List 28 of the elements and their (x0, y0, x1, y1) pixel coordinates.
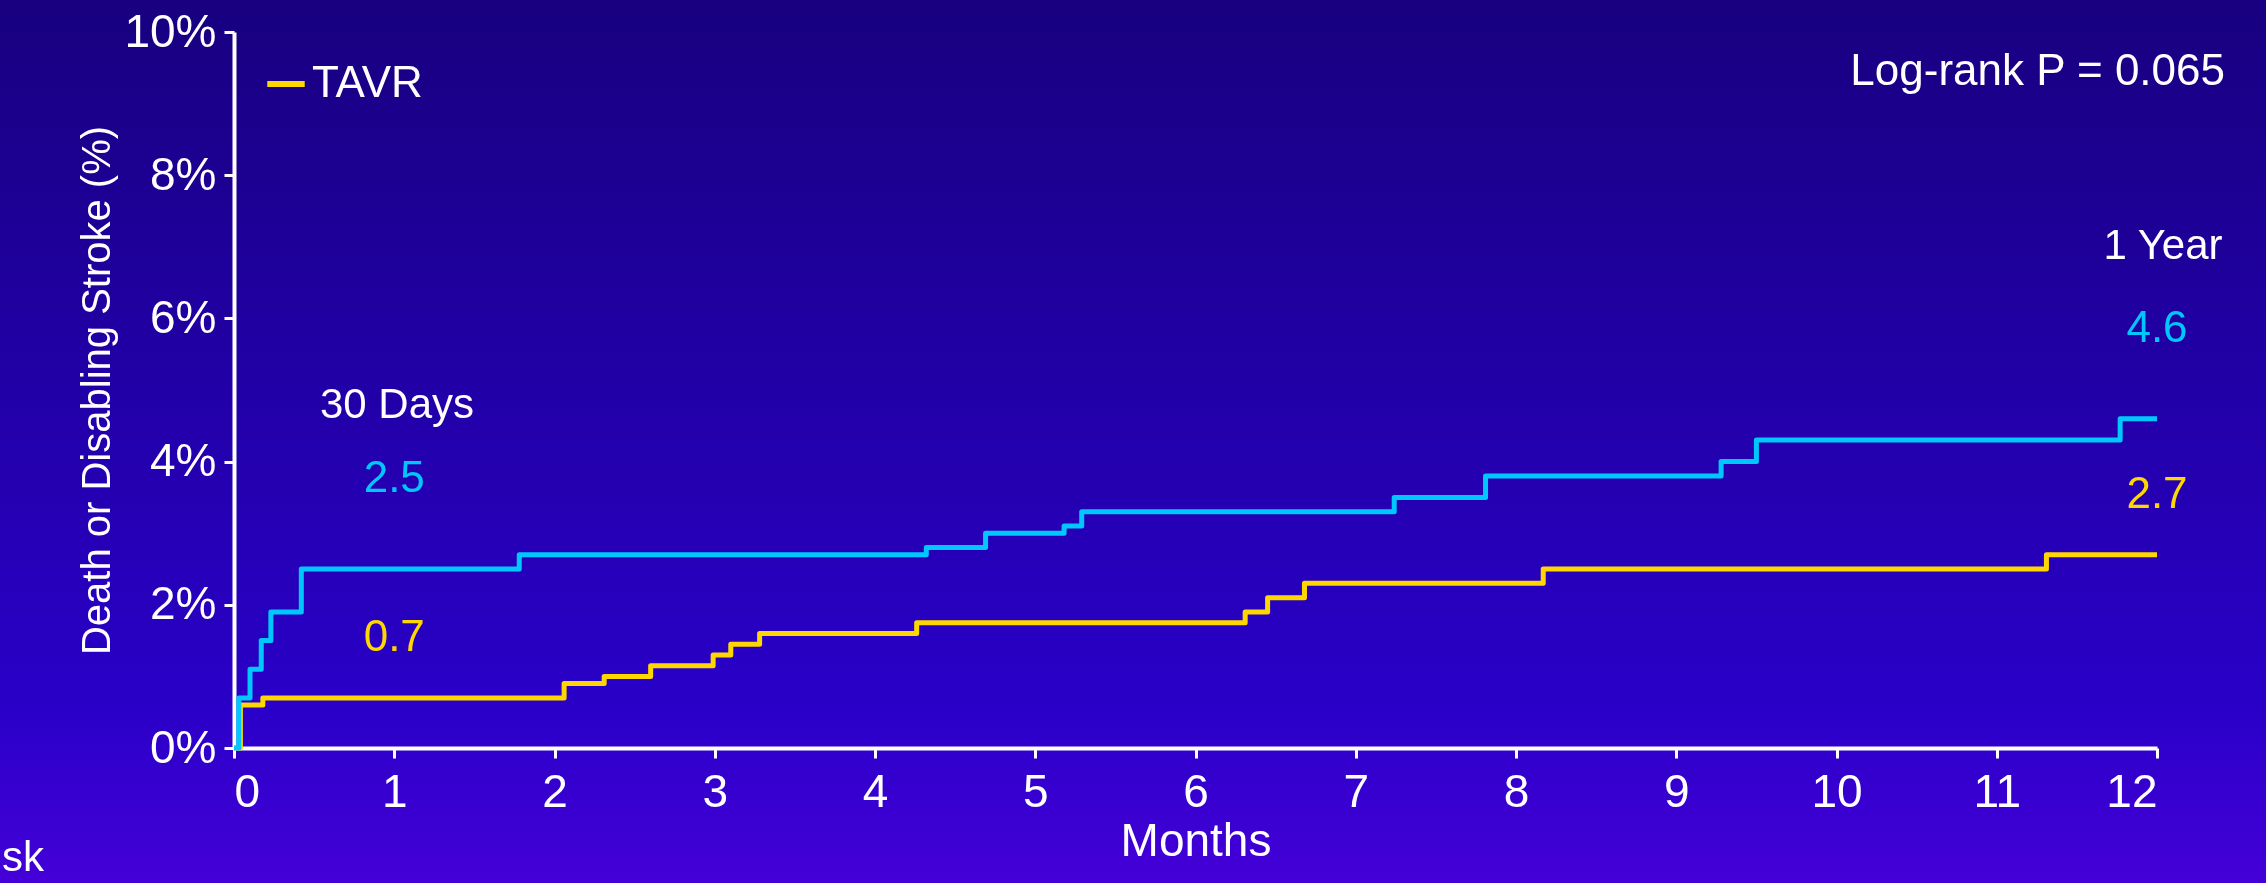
data-label: 4.6 (2126, 301, 2188, 351)
data-label: 0.7 (363, 610, 425, 660)
x-tick-label: 4 (862, 764, 889, 817)
x-tick-label: 11 (1973, 764, 2022, 817)
x-tick-label: 8 (1503, 764, 1530, 817)
y-tick-label: 2% (150, 577, 217, 630)
x-tick-label: 0 (234, 764, 261, 817)
y-tick-label: 8% (150, 147, 217, 200)
legend-label: TAVR (312, 57, 423, 106)
y-tick-label: 6% (150, 290, 217, 343)
y-tick-label: 0% (150, 720, 217, 773)
y-axis-title: Death or Disabling Stroke (%) (74, 125, 119, 656)
x-tick-label: 1 (381, 764, 408, 817)
data-label: 2.7 (2126, 467, 2188, 517)
annotation: Log-rank P = 0.065 (1850, 45, 2225, 94)
x-tick-label: 9 (1663, 764, 1690, 817)
text: sk (2, 833, 45, 880)
x-tick-label: 3 (702, 764, 729, 817)
x-tick-label: 12 (2106, 764, 2158, 817)
x-tick-label: 10 (1811, 764, 1863, 817)
x-tick-label: 5 (1022, 764, 1049, 817)
y-tick-label: 10% (124, 4, 217, 57)
annotation: 30 Days (319, 380, 475, 427)
y-tick-label: 4% (150, 434, 217, 487)
x-tick-label: 2 (542, 764, 568, 817)
x-tick-label: 7 (1343, 764, 1370, 817)
data-label: 2.5 (363, 452, 425, 501)
annotation: 1 Year (2103, 221, 2223, 268)
